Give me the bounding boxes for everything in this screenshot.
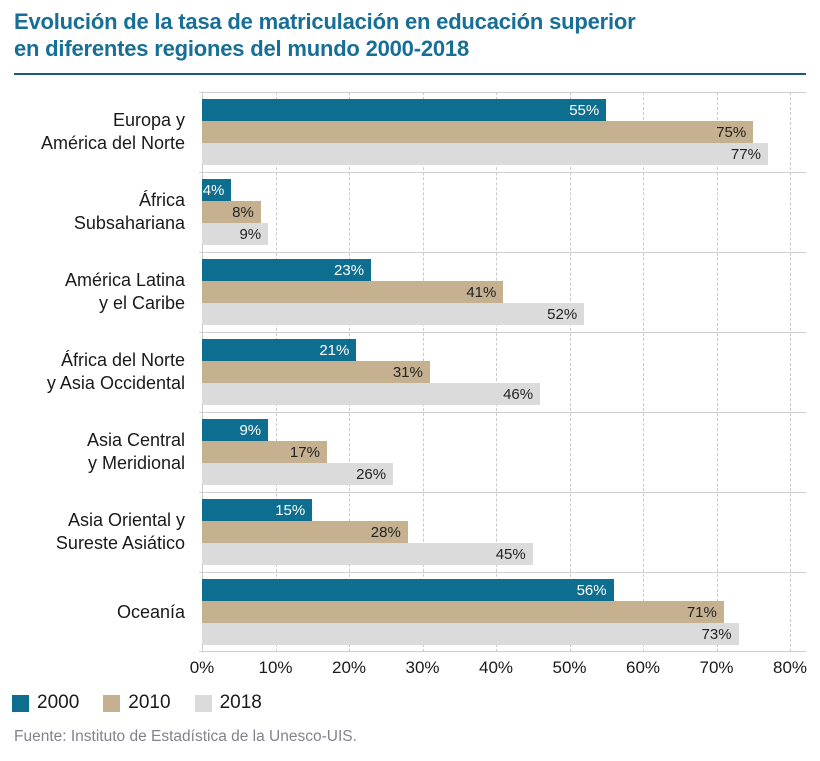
bar-2018: 46%: [202, 383, 541, 405]
region-row: Asia Central y Meridional 9% 17% 26%: [14, 412, 806, 492]
chart-title-line2: en diferentes regiones del mundo 2000-20…: [14, 36, 469, 61]
region-label: Europa y América del Norte: [40, 110, 185, 153]
bar-2018: 77%: [202, 143, 768, 165]
bar-chart: Europa y América del Norte 55% 75% 77% Áfric…: [14, 92, 806, 652]
legend-item-2010: 2010: [103, 692, 171, 714]
bar-2010: 28%: [202, 521, 408, 543]
region-row: Europa y América del Norte 55% 75% 77%: [14, 92, 806, 172]
bar-value-label: 17%: [289, 443, 320, 461]
bar-2010: 31%: [202, 361, 430, 383]
bar-2000: 55%: [202, 99, 607, 121]
legend-item-2018: 2018: [194, 692, 262, 714]
region-bars-group: 15% 28% 45%: [202, 499, 790, 565]
bar-value-label: 46%: [503, 385, 534, 403]
chart-title: Evolución de la tasa de matriculación en…: [14, 8, 806, 62]
bar-value-label: 4%: [202, 181, 225, 199]
bar-2018: 52%: [202, 303, 585, 325]
legend-label-2018: 2018: [219, 692, 262, 713]
bar-value-label: 9%: [239, 421, 262, 439]
bar-value-label: 26%: [356, 465, 387, 483]
source-note: Fuente: Instituto de Estadística de la U…: [14, 728, 357, 745]
region-bars-group: 21% 31% 46%: [202, 339, 790, 405]
axis-tick-label: 50%: [552, 658, 587, 677]
axis-tick-label: 60%: [625, 658, 661, 677]
bar-2018: 45%: [202, 543, 533, 565]
bar-value-label: 28%: [370, 523, 401, 541]
axis-tick-label: 20%: [331, 658, 367, 677]
bar-2000: 56%: [202, 579, 614, 601]
bar-value-label: 31%: [392, 363, 423, 381]
legend-label-2000: 2000: [37, 692, 80, 713]
bar-value-label: 15%: [275, 501, 306, 519]
bar-value-label: 52%: [547, 305, 578, 323]
bar-2010: 41%: [202, 281, 504, 303]
bar-2010: 71%: [202, 601, 724, 623]
legend-swatch-2010: [103, 694, 121, 712]
axis-tick-label: 40%: [478, 658, 514, 677]
region-bars-group: 23% 41% 52%: [202, 259, 790, 325]
bar-value-label: 41%: [466, 283, 497, 301]
bar-2018: 9%: [202, 223, 269, 245]
legend-label-2010: 2010: [128, 692, 171, 713]
axis-tick-label: 10%: [258, 658, 293, 677]
bar-2010: 75%: [202, 121, 754, 143]
gridline-50: [569, 92, 571, 652]
axis-tick-label: 70%: [699, 658, 734, 677]
legend-swatch-2000: [12, 694, 29, 712]
region-label: África Subsahariana: [73, 190, 185, 233]
gridline-80: [790, 92, 791, 652]
axis-tick-label: 0%: [189, 658, 215, 677]
bar-value-label: 56%: [576, 581, 607, 599]
bar-2010: 8%: [202, 201, 261, 223]
region-bars-group: 56% 71% 73%: [202, 579, 790, 645]
region-row: África Subsahariana 4% 8% 9%: [14, 172, 806, 252]
chart-title-line1: Evolución de la tasa de matriculación en…: [14, 9, 636, 34]
region-label: África del Norte y Asia Occidental: [46, 350, 185, 393]
region-row: Oceanía 56% 71% 73%: [14, 572, 806, 652]
region-row: América Latina y el Caribe 23% 41% 52%: [14, 252, 806, 332]
region-label: Asia Oriental y Sureste Asiático: [55, 510, 185, 553]
gridline-60: [643, 92, 644, 652]
region-bars-group: 9% 17% 26%: [202, 419, 790, 485]
bar-2018: 73%: [202, 623, 739, 645]
bar-2018: 26%: [202, 463, 394, 485]
x-axis: 0% 10% 20% 30% 40% 50% 60% 70% 80%: [190, 652, 807, 678]
region-label: Oceanía: [116, 601, 185, 622]
legend: 2000 2010 2018: [12, 692, 806, 714]
bar-value-label: 71%: [686, 603, 717, 621]
bar-2000: 15%: [202, 499, 313, 521]
gridline-70: [716, 92, 718, 652]
region-label: Asia Central y Meridional: [86, 430, 185, 473]
bar-value-label: 55%: [569, 101, 600, 119]
bar-value-label: 23%: [334, 261, 365, 279]
bar-2010: 17%: [202, 441, 327, 463]
bar-2000: 21%: [202, 339, 357, 361]
region-bars-group: 4% 8% 9%: [202, 179, 790, 245]
legend-item-2000: 2000: [12, 692, 79, 714]
region-label: América Latina y el Caribe: [64, 270, 185, 313]
region-bars-group: 55% 75% 77%: [202, 99, 790, 165]
legend-swatch-2018: [194, 694, 212, 712]
bar-value-label: 45%: [495, 545, 526, 563]
title-divider: [14, 73, 806, 75]
axis-tick-label: 30%: [405, 658, 440, 677]
axis-tick-label: 80%: [772, 658, 808, 677]
bar-2000: 4%: [202, 179, 232, 201]
bar-value-label: 21%: [319, 341, 350, 359]
bar-value-label: 75%: [716, 123, 747, 141]
gridline-40: [496, 92, 497, 652]
bar-value-label: 77%: [730, 145, 761, 163]
bar-2000: 23%: [202, 259, 372, 281]
bar-value-label: 73%: [701, 625, 732, 643]
bar-2000: 9%: [202, 419, 269, 441]
bar-value-label: 9%: [239, 225, 262, 243]
bar-value-label: 8%: [232, 203, 254, 221]
region-row: Asia Oriental y Sureste Asiático 15% 28% 45…: [14, 492, 806, 572]
region-row: África del Norte y Asia Occidental 21% 31%…: [14, 332, 806, 412]
